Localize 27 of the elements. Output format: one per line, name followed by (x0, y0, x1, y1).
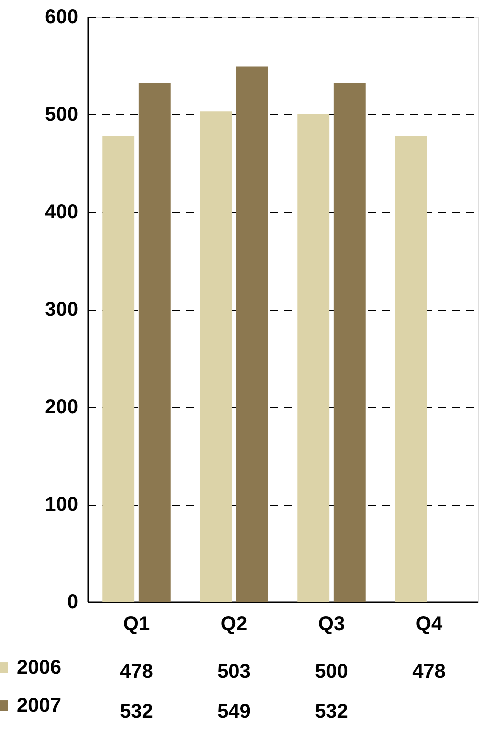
data-label: 478 (412, 661, 446, 683)
y-tick-label: 100 (45, 494, 78, 516)
data-label: 500 (315, 661, 348, 683)
data-label: 532 (120, 701, 154, 723)
y-tick-label: 600 (45, 6, 78, 28)
data-label: 503 (218, 661, 251, 683)
y-tick-label: 300 (45, 299, 78, 321)
legend-label: 2006 (17, 657, 62, 679)
bar (138, 83, 171, 602)
x-tick-label: Q3 (318, 614, 346, 636)
bar (102, 136, 135, 602)
data-label: 549 (218, 701, 251, 723)
legend-label: 2007 (17, 695, 62, 717)
bar (200, 112, 232, 602)
bar (395, 136, 428, 602)
bar (298, 114, 330, 602)
data-label: 532 (315, 701, 348, 723)
x-tick-label: Q1 (123, 614, 150, 636)
y-tick-label: 400 (45, 202, 78, 224)
bar (236, 66, 268, 602)
x-tick-label: Q2 (220, 614, 248, 636)
x-tick-label: Q4 (416, 614, 444, 636)
y-tick-label: 500 (45, 104, 78, 126)
data-label: 478 (120, 661, 154, 683)
bar (334, 83, 366, 602)
y-tick-label: 0 (67, 592, 78, 614)
y-tick-label: 200 (45, 396, 78, 418)
